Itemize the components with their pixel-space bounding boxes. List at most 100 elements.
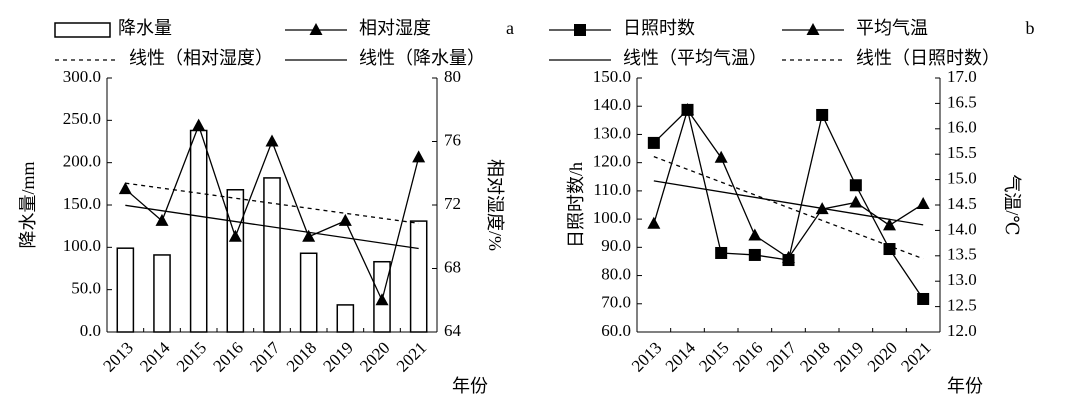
triangle-marker — [681, 103, 694, 116]
y2-tick-label: 14.5 — [947, 194, 977, 213]
y2-tick-label: 68 — [444, 257, 461, 276]
y2-tick-label: 12.0 — [947, 321, 977, 340]
triangle-marker — [192, 118, 206, 131]
y-tick-label: 120.0 — [593, 152, 631, 171]
trend-line — [653, 155, 924, 260]
y-tick-label: 140.0 — [593, 95, 631, 114]
y-tick-label: 80.0 — [601, 264, 631, 283]
square-marker — [715, 246, 728, 259]
legend-label: 线性（日照时数） — [856, 48, 1000, 68]
y-tick-label: 60.0 — [601, 321, 631, 340]
square-marker — [748, 248, 761, 261]
square-marker — [849, 179, 862, 192]
y-tick-label: 300.0 — [63, 67, 101, 86]
x-tick-label: 2021 — [393, 338, 430, 375]
triangle-marker — [412, 150, 426, 163]
x-tick-label: 2014 — [662, 338, 700, 376]
x-axis-label: 年份 — [452, 376, 488, 396]
legend-label: 降水量 — [118, 18, 172, 38]
legend-marker — [806, 23, 820, 35]
x-tick-label: 2016 — [209, 338, 246, 375]
triangle-marker — [302, 229, 316, 242]
y2-tick-label: 17.0 — [947, 67, 977, 86]
y-tick-label: 50.0 — [71, 279, 101, 298]
y2-tick-label: 15.5 — [947, 143, 977, 162]
legend-label: 平均气温 — [856, 18, 928, 38]
y-tick-label: 70.0 — [601, 293, 631, 312]
y2-tick-label: 76 — [444, 130, 461, 149]
y-tick-label: 100.0 — [63, 236, 101, 255]
y-tick-label: 150.0 — [63, 194, 101, 213]
x-tick-label: 2014 — [136, 338, 174, 376]
triangle-marker — [849, 195, 863, 208]
trend-line — [653, 180, 924, 226]
y2-tick-label: 16.5 — [947, 92, 977, 111]
square-marker — [917, 292, 930, 305]
bar — [116, 247, 135, 333]
bar — [336, 304, 355, 333]
triangle-marker — [916, 196, 930, 209]
triangle-marker — [228, 229, 242, 242]
y-tick-label: 150.0 — [593, 67, 631, 86]
legend-swatch — [54, 22, 111, 38]
y-tick-label: 90.0 — [601, 236, 631, 255]
square-marker — [647, 136, 660, 149]
line — [653, 108, 924, 300]
x-tick-label: 2020 — [864, 338, 901, 375]
triangle-marker — [265, 134, 279, 147]
triangle-marker — [118, 182, 132, 195]
triangle-marker — [748, 228, 762, 241]
bar — [153, 254, 171, 333]
y2-tick-label: 12.5 — [947, 296, 977, 315]
x-tick-label: 2018 — [283, 338, 320, 375]
bar — [226, 189, 245, 333]
panel-letter: a — [506, 18, 514, 38]
y2-tick-label: 14.0 — [947, 219, 977, 238]
triangle-marker — [883, 218, 896, 231]
y2-tick-label: 72 — [444, 194, 461, 213]
legend-label: 线性（相对湿度） — [129, 48, 273, 68]
triangle-marker — [647, 216, 661, 229]
legend-label: 线性（平均气温） — [623, 48, 767, 68]
x-tick-label: 2015 — [173, 338, 210, 375]
y2-tick-label: 15.0 — [947, 169, 977, 188]
legend-marker — [309, 23, 323, 35]
legend-marker — [574, 24, 586, 36]
legend-label: 相对湿度 — [359, 18, 431, 38]
y2-tick-label: 13.0 — [947, 270, 977, 289]
y-tick-label: 130.0 — [593, 123, 631, 142]
triangle-marker — [782, 250, 795, 263]
x-tick-label: 2017 — [763, 338, 801, 376]
y2-tick-label: 13.5 — [947, 245, 977, 264]
x-tick-label: 2017 — [246, 338, 284, 376]
triangle-marker — [714, 150, 728, 163]
x-tick-label: 2019 — [830, 338, 867, 375]
trend-line — [125, 182, 419, 224]
bar — [189, 129, 208, 333]
y-tick-label: 200.0 — [63, 152, 101, 171]
triangle-marker — [155, 213, 169, 226]
x-tick-label: 2020 — [356, 338, 393, 375]
y2-tick-label: 16.0 — [947, 118, 977, 137]
y-tick-label: 250.0 — [63, 109, 101, 128]
y2-axis-label: 气温/℃ — [1002, 174, 1022, 235]
trend-line — [125, 204, 419, 250]
square-marker — [883, 243, 896, 256]
y-tick-label: 110.0 — [593, 180, 631, 199]
x-tick-label: 2013 — [628, 338, 665, 375]
legend-label: 日照时数 — [623, 18, 695, 38]
y-axis-label: 降水量/mm — [18, 161, 38, 248]
x-tick-label: 2015 — [695, 338, 732, 375]
square-marker — [816, 108, 829, 121]
triangle-marker — [375, 293, 389, 306]
y2-tick-label: 64 — [444, 321, 462, 340]
x-tick-label: 2019 — [319, 338, 356, 375]
bar — [409, 220, 428, 333]
bar — [299, 252, 318, 333]
bar — [263, 177, 281, 333]
triangle-marker — [338, 213, 352, 226]
x-tick-label: 2013 — [99, 338, 136, 375]
y-axis-label: 日照时数/h — [566, 162, 586, 248]
x-tick-label: 2016 — [729, 338, 766, 375]
